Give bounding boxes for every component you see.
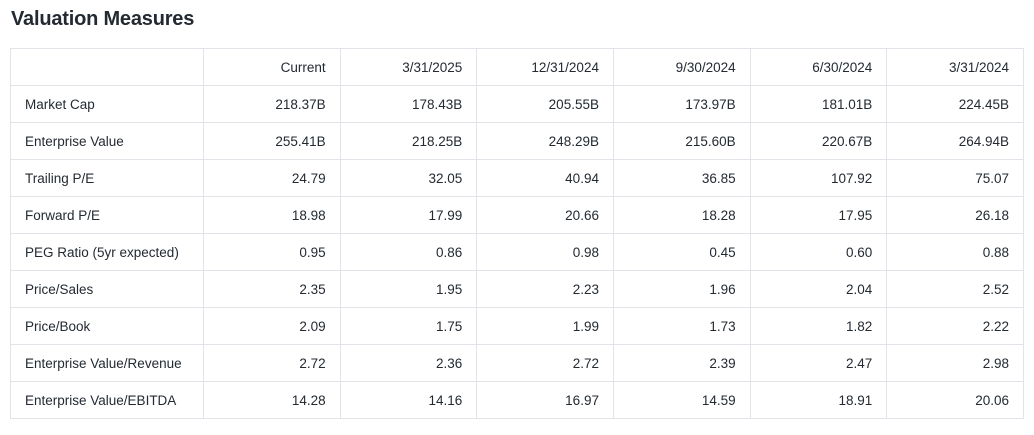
metric-label: Price/Sales [10, 270, 204, 308]
metric-value: 2.52 [886, 270, 1024, 308]
metric-label: PEG Ratio (5yr expected) [10, 233, 204, 271]
metric-value: 20.66 [476, 196, 614, 234]
table-row-peg-ratio: PEG Ratio (5yr expected) 0.95 0.86 0.98 … [10, 233, 1024, 271]
column-header-blank [10, 48, 204, 86]
metric-value: 40.94 [476, 159, 614, 197]
metric-value: 14.28 [203, 381, 341, 419]
metric-value: 0.88 [886, 233, 1024, 271]
table-header-row: Current 3/31/2025 12/31/2024 9/30/2024 6… [10, 48, 1024, 86]
metric-value: 255.41B [203, 122, 341, 160]
metric-value: 2.09 [203, 307, 341, 345]
metric-label: Enterprise Value/Revenue [10, 344, 204, 382]
metric-value: 0.60 [749, 233, 888, 271]
column-header-2024-06-30: 6/30/2024 [749, 48, 888, 86]
metric-value: 2.39 [612, 344, 751, 382]
column-header-2024-12-31: 12/31/2024 [476, 48, 614, 86]
metric-value: 224.45B [886, 85, 1024, 123]
column-header-2025-03-31: 3/31/2025 [339, 48, 478, 86]
metric-label: Enterprise Value [10, 122, 204, 160]
metric-value: 218.25B [339, 122, 478, 160]
metric-value: 1.75 [339, 307, 478, 345]
metric-value: 1.99 [476, 307, 614, 345]
valuation-table: Current 3/31/2025 12/31/2024 9/30/2024 6… [10, 48, 1024, 419]
metric-value: 17.95 [749, 196, 888, 234]
metric-value: 18.98 [203, 196, 341, 234]
metric-value: 218.37B [203, 85, 341, 123]
table-row-price-book: Price/Book 2.09 1.75 1.99 1.73 1.82 2.22 [10, 307, 1024, 345]
table-row-enterprise-value: Enterprise Value 255.41B 218.25B 248.29B… [10, 122, 1024, 160]
metric-value: 2.22 [886, 307, 1024, 345]
column-header-2024-09-30: 9/30/2024 [612, 48, 751, 86]
metric-value: 18.28 [612, 196, 751, 234]
metric-value: 107.92 [749, 159, 888, 197]
metric-value: 14.16 [339, 381, 478, 419]
metric-value: 1.95 [339, 270, 478, 308]
metric-value: 205.55B [476, 85, 614, 123]
table-row-ev-ebitda: Enterprise Value/EBITDA 14.28 14.16 16.9… [10, 381, 1024, 419]
table-row-forward-pe: Forward P/E 18.98 17.99 20.66 18.28 17.9… [10, 196, 1024, 234]
metric-value: 2.36 [339, 344, 478, 382]
metric-label: Enterprise Value/EBITDA [10, 381, 204, 419]
column-header-current: Current [203, 48, 341, 86]
column-header-2024-03-31: 3/31/2024 [886, 48, 1024, 86]
metric-value: 181.01B [749, 85, 888, 123]
metric-value: 2.98 [886, 344, 1024, 382]
metric-value: 14.59 [612, 381, 751, 419]
table-row-trailing-pe: Trailing P/E 24.79 32.05 40.94 36.85 107… [10, 159, 1024, 197]
page-title: Valuation Measures [11, 8, 195, 30]
metric-value: 0.98 [476, 233, 614, 271]
metric-label: Trailing P/E [10, 159, 204, 197]
metric-value: 16.97 [476, 381, 614, 419]
metric-value: 1.82 [749, 307, 888, 345]
metric-value: 0.95 [203, 233, 341, 271]
metric-value: 18.91 [749, 381, 888, 419]
metric-value: 2.23 [476, 270, 614, 308]
metric-value: 20.06 [886, 381, 1024, 419]
table-row-price-sales: Price/Sales 2.35 1.95 2.23 1.96 2.04 2.5… [10, 270, 1024, 308]
metric-value: 173.97B [612, 85, 751, 123]
metric-value: 215.60B [612, 122, 751, 160]
metric-label: Market Cap [10, 85, 204, 123]
metric-value: 248.29B [476, 122, 614, 160]
table-row-market-cap: Market Cap 218.37B 178.43B 205.55B 173.9… [10, 85, 1024, 123]
metric-value: 24.79 [203, 159, 341, 197]
metric-label: Forward P/E [10, 196, 204, 234]
metric-value: 1.73 [612, 307, 751, 345]
metric-value: 220.67B [749, 122, 888, 160]
metric-value: 36.85 [612, 159, 751, 197]
metric-value: 75.07 [886, 159, 1024, 197]
metric-value: 2.04 [749, 270, 888, 308]
metric-label: Price/Book [10, 307, 204, 345]
metric-value: 2.72 [203, 344, 341, 382]
metric-value: 26.18 [886, 196, 1024, 234]
metric-value: 32.05 [339, 159, 478, 197]
metric-value: 0.86 [339, 233, 478, 271]
metric-value: 264.94B [886, 122, 1024, 160]
metric-value: 0.45 [612, 233, 751, 271]
table-row-ev-revenue: Enterprise Value/Revenue 2.72 2.36 2.72 … [10, 344, 1024, 382]
metric-value: 2.72 [476, 344, 614, 382]
metric-value: 17.99 [339, 196, 478, 234]
metric-value: 2.35 [203, 270, 341, 308]
metric-value: 1.96 [612, 270, 751, 308]
metric-value: 2.47 [749, 344, 888, 382]
metric-value: 178.43B [339, 85, 478, 123]
